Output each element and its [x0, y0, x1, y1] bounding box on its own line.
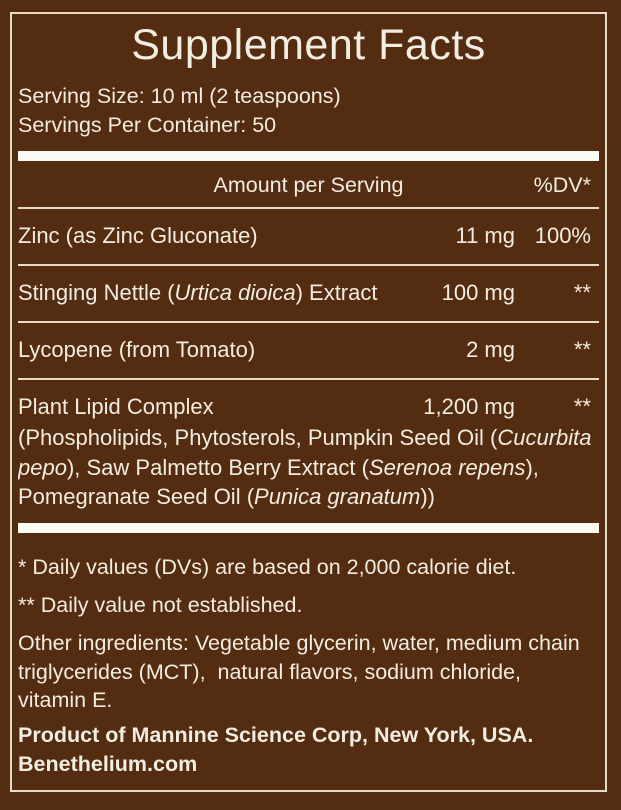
- footnote-not-established: ** Daily value not established.: [18, 593, 303, 617]
- nutrient-dv: **: [573, 394, 591, 419]
- serving-info: Serving Size: 10 ml (2 teaspoons) Servin…: [18, 82, 599, 139]
- other-ingredients: Other ingredients: Vegetable glycerin, w…: [18, 631, 586, 712]
- label-content: Supplement Facts Serving Size: 10 ml (2 …: [12, 14, 605, 790]
- nutrient-row-stinging-nettle: Stinging Nettle (Urtica dioica) Extract …: [18, 266, 599, 323]
- nutrient-name: Stinging Nettle (Urtica dioica) Extract: [18, 280, 378, 305]
- supplement-facts-label: Supplement Facts Serving Size: 10 ml (2 …: [10, 12, 607, 792]
- nutrient-row-zinc: Zinc (as Zinc Gluconate) 11 mg 100%: [18, 209, 599, 266]
- nutrient-amount: 100 mg: [441, 280, 515, 305]
- dv-header: %DV*: [533, 173, 591, 197]
- table-header: Amount per Serving %DV*: [18, 161, 599, 209]
- nutrient-name: Zinc (as Zinc Gluconate): [18, 223, 258, 248]
- amount-per-serving-header: Amount per Serving: [213, 173, 404, 197]
- nutrient-description: (Phospholipids, Phytosterols, Pumpkin Se…: [18, 425, 592, 509]
- serving-size: Serving Size: 10 ml (2 teaspoons): [18, 84, 341, 108]
- nutrient-amount: 11 mg: [455, 223, 515, 248]
- nutrient-row-main: Plant Lipid Complex 1,200 mg **: [18, 393, 599, 421]
- thick-divider-bottom: [18, 523, 599, 533]
- nutrient-name: Lycopene (from Tomato): [18, 337, 256, 362]
- servings-per-container: Servings Per Container: 50: [18, 112, 277, 137]
- nutrient-amount: 2 mg: [466, 337, 515, 362]
- nutrient-dv: 100%: [534, 223, 591, 248]
- footnotes: * Daily values (DVs) are based on 2,000 …: [18, 533, 599, 780]
- label-title: Supplement Facts: [131, 21, 486, 69]
- footnote-daily-value: * Daily values (DVs) are based on 2,000 …: [18, 555, 517, 579]
- nutrient-dv: **: [573, 280, 591, 305]
- nutrient-dv: **: [573, 337, 591, 362]
- nutrient-amount: 1,200 mg: [423, 394, 515, 419]
- thick-divider-top: [18, 151, 599, 161]
- nutrient-name: Plant Lipid Complex: [18, 394, 214, 419]
- nutrient-row-plant-lipid-complex: Plant Lipid Complex 1,200 mg ** (Phospho…: [18, 380, 599, 513]
- nutrient-row-lycopene: Lycopene (from Tomato) 2 mg **: [18, 323, 599, 380]
- manufacturer-info: Product of Mannine Science Corp, New Yor…: [18, 722, 534, 777]
